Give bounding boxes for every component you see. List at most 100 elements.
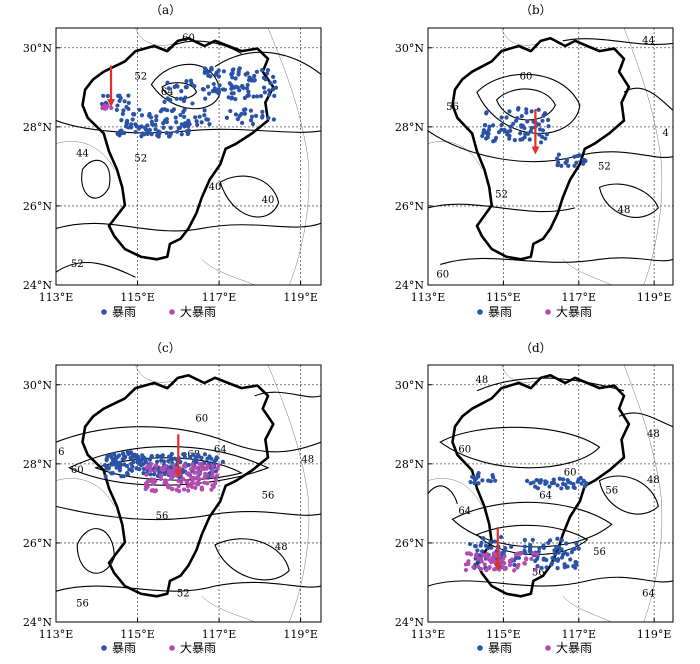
legend-rainstorm-dot [101,309,107,315]
rainstorm-station-dot [143,459,148,464]
heavy-rainstorm-station-dot [153,463,158,468]
rainstorm-station-dot [482,123,487,128]
rainstorm-station-dot [493,478,498,483]
rainstorm-station-dot [583,158,588,164]
rainstorm-station-dot [480,478,485,483]
rainstorm-station-dot [136,126,141,131]
rainstorm-station-dot [490,123,496,128]
boundary-line [202,259,255,285]
contour-line [77,529,114,574]
rainstorm-station-dot [254,69,259,74]
rainstorm-station-dot [540,134,545,140]
rainstorm-station-dot [153,127,158,132]
heavy-rainstorm-station-dot [463,567,469,573]
rainstorm-station-dot [230,75,235,80]
legend-rainstorm-dot [101,645,107,651]
rainstorm-station-dot [522,135,527,140]
y-tick-label: 28°N [23,458,52,471]
province-border [453,38,629,259]
rainstorm-station-dot [179,88,184,94]
y-tick-label: 28°N [23,121,52,134]
rainstorm-station-dot [175,129,180,134]
heavy-rainstorm-station-dot [193,485,198,490]
x-tick-label: 119°E [283,291,318,304]
rainstorm-station-dot [470,474,475,479]
contour-label: 56 [76,599,89,610]
rainstorm-station-dot [538,480,543,485]
rainstorm-station-dot [564,485,570,490]
contour-label: 48 [476,375,489,386]
rainstorm-station-dot [523,551,528,556]
rainstorm-station-dot [249,78,254,83]
heavy-rainstorm-station-dot [182,462,187,468]
rainstorm-station-dot [249,118,254,123]
contour-label: 40 [209,182,222,193]
heavy-rainstorm-station-dot [478,566,484,572]
rainstorm-station-dot [572,485,577,491]
rainstorm-station-dot [174,83,179,88]
contour-line [428,577,673,586]
heavy-rainstorm-station-dot [148,468,153,473]
heavy-rainstorm-station-dot [512,568,517,573]
rainstorm-station-dot [209,66,214,72]
rainstorm-station-dot [537,127,543,132]
rainstorm-station-dot [158,109,163,114]
rainstorm-station-dot [179,132,184,137]
rainstorm-station-dot [522,537,527,543]
contour-label: 40 [262,195,275,206]
heavy-rainstorm-station-dot [476,564,481,569]
rainstorm-station-dot [104,456,109,461]
rainstorm-station-dot [265,67,271,73]
heavy-rainstorm-station-dot [171,462,176,468]
heavy-rainstorm-station-dot [191,476,196,481]
rainstorm-station-dot [205,70,211,75]
heavy-rainstorm-station-dot [484,552,490,557]
contour-label: 52 [177,588,190,599]
heavy-rainstorm-station-dot [197,461,202,467]
rainstorm-station-dot [193,115,198,120]
contour-label: 60 [564,468,577,479]
heavy-rainstorm-station-dot [176,484,181,489]
rainstorm-station-dot [559,555,565,560]
rainstorm-station-dot [555,156,560,161]
heavy-rainstorm-station-dot [531,551,536,556]
rainstorm-station-dot [200,86,205,92]
boundary-line [624,365,662,622]
rainstorm-station-dot [182,114,187,120]
heavy-rainstorm-station-dot [210,463,215,469]
rainstorm-station-dot [524,110,529,115]
rainstorm-station-dot [240,120,245,125]
rainstorm-station-dot [544,132,550,137]
rainstorm-station-dot [216,74,222,79]
rainstorm-station-dot [191,452,196,457]
rainstorm-station-dot [252,73,257,79]
rainstorm-station-dot [260,113,265,119]
heavy-rainstorm-station-dot [492,567,497,572]
rainstorm-station-dot [142,125,148,130]
rainstorm-station-dot [468,480,473,485]
rainstorm-station-dot [573,559,578,565]
rainstorm-station-dot [527,137,532,142]
rainstorm-station-dot [528,545,533,550]
heavy-rainstorm-station-dot [160,467,165,473]
rainstorm-station-dot [121,108,126,113]
rainstorm-station-dot [233,97,238,102]
x-tick-label: 117°E [202,291,237,304]
rainstorm-station-dot [217,83,222,88]
rainstorm-station-dot [561,477,566,482]
rainstorm-station-dot [192,84,197,89]
contour-label: 60 [436,269,449,280]
rainstorm-station-dot [270,87,276,92]
heavy-rainstorm-station-dot [109,105,114,111]
contour-line [428,204,575,211]
rainstorm-station-dot [199,120,204,125]
heavy-rainstorm-station-dot [482,562,487,567]
x-tick-label: 119°E [637,291,672,304]
rainstorm-station-dot [178,112,183,118]
rainstorm-station-dot [131,112,137,117]
contour-label: 6 [58,447,64,458]
map-frame [55,27,322,286]
heavy-rainstorm-station-dot [143,484,149,489]
rainstorm-station-dot [552,551,557,557]
x-tick-label: 113°E [411,628,446,641]
